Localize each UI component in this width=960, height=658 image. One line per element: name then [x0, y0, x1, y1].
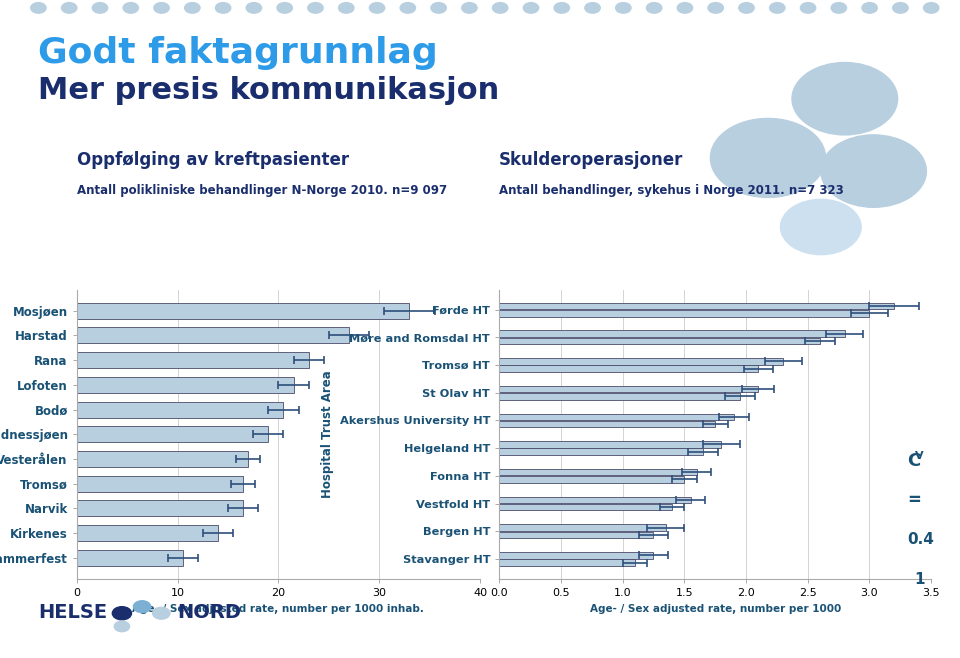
Bar [499, 421, 715, 427]
Bar [499, 497, 690, 503]
Text: Mer presis kommunikasjon: Mer presis kommunikasjon [38, 76, 499, 105]
Bar [499, 358, 783, 365]
Text: Godt faktagrunnlag: Godt faktagrunnlag [38, 36, 438, 70]
Text: Antall polikliniske behandlinger N-Norge 2010. n=9 097: Antall polikliniske behandlinger N-Norge… [77, 184, 447, 197]
Bar [77, 377, 294, 393]
Bar [77, 328, 349, 343]
Bar [499, 469, 697, 476]
X-axis label: Age- / Sex adjusted rate, number per 1000 inhab.: Age- / Sex adjusted rate, number per 100… [132, 603, 424, 614]
Bar [77, 352, 309, 368]
Text: =: = [907, 491, 921, 509]
Bar [499, 413, 733, 420]
Text: 0.4: 0.4 [907, 532, 934, 547]
X-axis label: Age- / Sex adjusted rate, number per 1000: Age- / Sex adjusted rate, number per 100… [589, 603, 841, 614]
Text: Oppfølging av kreftpasienter: Oppfølging av kreftpasienter [77, 151, 348, 169]
Bar [499, 552, 654, 559]
Text: V: V [915, 451, 924, 461]
Bar [499, 476, 684, 483]
Bar [77, 401, 283, 418]
Bar [499, 310, 870, 316]
Bar [77, 525, 218, 541]
Bar [77, 451, 248, 467]
Y-axis label: Hospital Trust Area: Hospital Trust Area [321, 370, 334, 498]
Bar [499, 393, 740, 399]
Bar [77, 303, 409, 318]
Bar [499, 524, 666, 531]
Bar [499, 504, 672, 511]
Text: Antall behandlinger, sykehus i Norge 2011. n=7 323: Antall behandlinger, sykehus i Norge 201… [499, 184, 844, 197]
Text: NORD: NORD [178, 603, 242, 622]
Bar [499, 303, 894, 309]
Text: 1: 1 [914, 572, 924, 586]
Bar [499, 532, 654, 538]
Bar [499, 330, 845, 337]
Bar [499, 449, 703, 455]
Bar [499, 365, 758, 372]
Bar [499, 559, 635, 566]
Bar [499, 442, 721, 447]
Bar [77, 426, 268, 442]
Bar [77, 476, 243, 492]
Bar [77, 550, 182, 566]
Bar [499, 338, 820, 344]
Text: HELSE: HELSE [38, 603, 108, 622]
Bar [499, 386, 758, 392]
Text: C: C [907, 451, 921, 470]
Bar [77, 500, 243, 517]
Text: Skulderoperasjoner: Skulderoperasjoner [499, 151, 684, 169]
